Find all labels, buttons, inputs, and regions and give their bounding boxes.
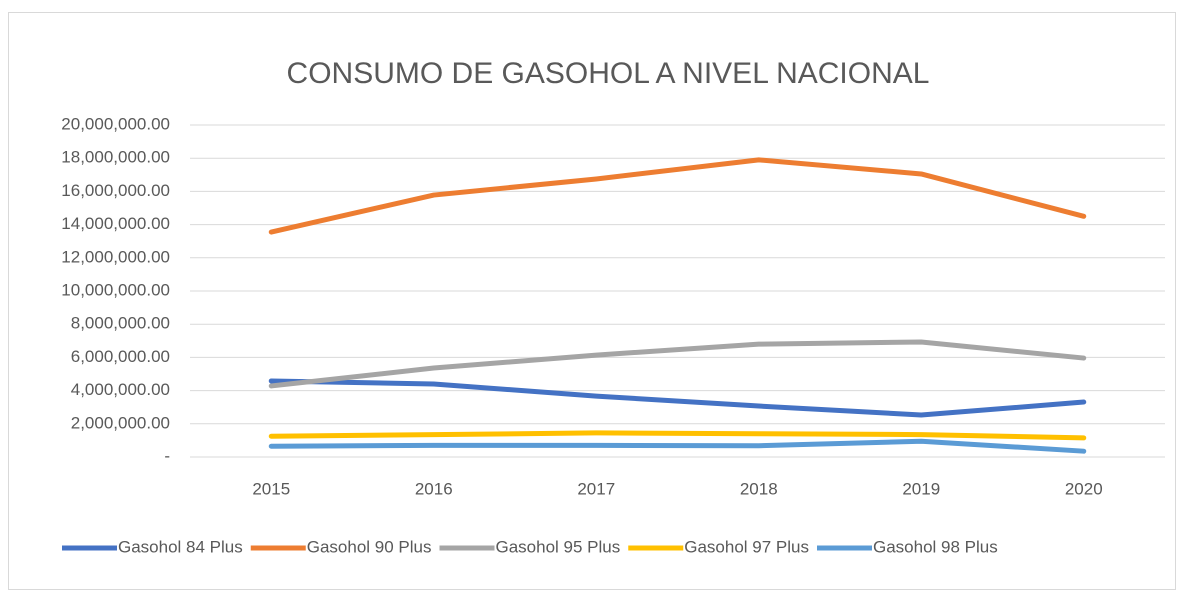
y-tick-label: 14,000,000.00 — [61, 214, 170, 233]
legend-label: Gasohol 84 Plus — [118, 537, 243, 556]
y-tick-label: 18,000,000.00 — [61, 148, 170, 167]
chart-title: CONSUMO DE GASOHOL A NIVEL NACIONAL — [287, 57, 930, 90]
x-tick-label: 2019 — [902, 479, 940, 498]
y-tick-label: 6,000,000.00 — [71, 347, 170, 366]
series-line — [268, 430, 1087, 441]
x-tick-label: 2016 — [415, 479, 453, 498]
series-line — [268, 378, 1087, 418]
x-tick-label: 2015 — [252, 479, 290, 498]
series-line — [268, 339, 1087, 389]
x-tick-label: 2018 — [740, 479, 778, 498]
legend-label: Gasohol 98 Plus — [873, 537, 998, 556]
x-tick-label: 2020 — [1065, 479, 1103, 498]
legend-label: Gasohol 90 Plus — [307, 537, 432, 556]
y-tick-label: 10,000,000.00 — [61, 280, 170, 299]
y-tick-label: - — [164, 446, 170, 465]
y-tick-label: 2,000,000.00 — [71, 413, 170, 432]
chart-border — [8, 12, 1176, 590]
y-tick-label: 16,000,000.00 — [61, 181, 170, 200]
y-tick-label: 8,000,000.00 — [71, 314, 170, 333]
y-tick-label: 20,000,000.00 — [61, 114, 170, 133]
y-tick-label: 4,000,000.00 — [71, 380, 170, 399]
x-tick-label: 2017 — [577, 479, 615, 498]
legend-label: Gasohol 95 Plus — [496, 537, 621, 556]
series-line — [268, 157, 1087, 235]
legend-label: Gasohol 97 Plus — [684, 537, 809, 556]
series-line — [268, 438, 1087, 454]
y-tick-label: 12,000,000.00 — [61, 247, 170, 266]
